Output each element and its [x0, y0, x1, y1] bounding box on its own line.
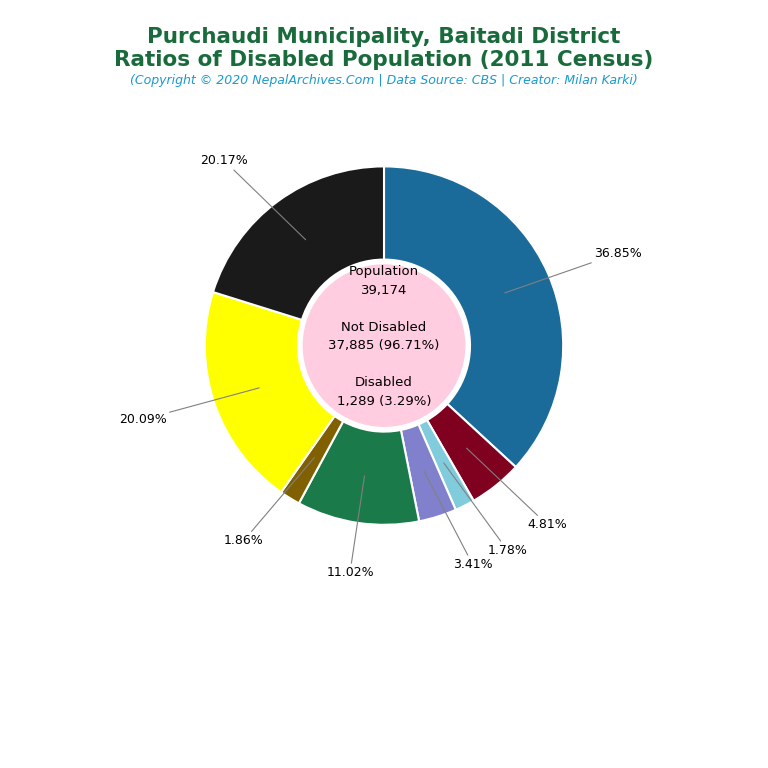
Text: Ratios of Disabled Population (2011 Census): Ratios of Disabled Population (2011 Cens…: [114, 50, 654, 70]
Text: 20.17%: 20.17%: [200, 154, 306, 240]
Wedge shape: [299, 422, 419, 525]
Text: 3.41%: 3.41%: [424, 471, 492, 571]
Wedge shape: [281, 416, 343, 503]
Text: 4.81%: 4.81%: [467, 449, 567, 531]
Text: Population
39,174

Not Disabled
37,885 (96.71%)

Disabled
1,289 (3.29%): Population 39,174 Not Disabled 37,885 (9…: [328, 266, 440, 408]
Text: 1.86%: 1.86%: [223, 458, 314, 548]
Text: 20.09%: 20.09%: [119, 388, 259, 426]
Wedge shape: [384, 167, 563, 467]
Circle shape: [303, 265, 465, 426]
Text: 36.85%: 36.85%: [505, 247, 642, 293]
Text: 1.78%: 1.78%: [444, 463, 528, 557]
Text: (Copyright © 2020 NepalArchives.Com | Data Source: CBS | Creator: Milan Karki): (Copyright © 2020 NepalArchives.Com | Da…: [130, 74, 638, 88]
Text: 11.02%: 11.02%: [326, 476, 374, 579]
Wedge shape: [213, 167, 384, 320]
Wedge shape: [427, 404, 516, 501]
Text: Purchaudi Municipality, Baitadi District: Purchaudi Municipality, Baitadi District: [147, 27, 621, 47]
Wedge shape: [419, 420, 474, 510]
Wedge shape: [205, 292, 335, 492]
Wedge shape: [401, 425, 455, 521]
